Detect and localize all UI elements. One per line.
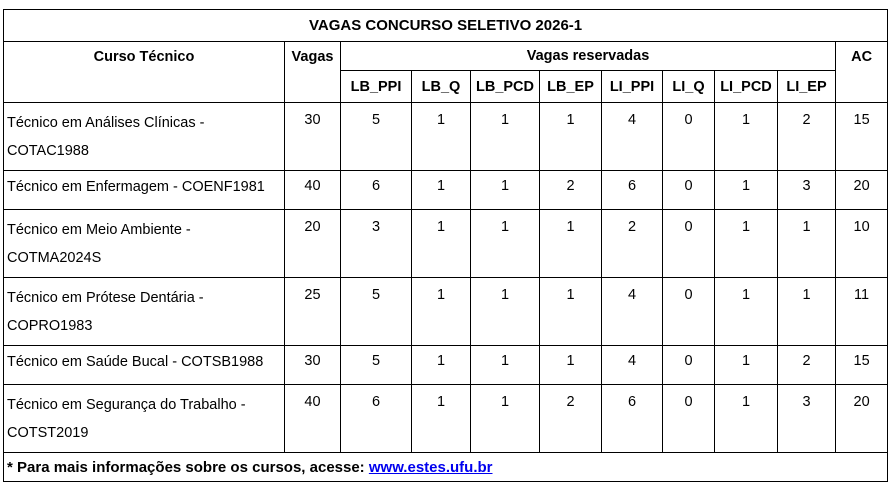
reserva-cell-lb-q: 1 bbox=[411, 384, 471, 453]
subheader-lb-ep: LB_EP bbox=[539, 70, 602, 103]
vagas-table: VAGAS CONCURSO SELETIVO 2026-1 Curso Téc… bbox=[2, 9, 889, 482]
footer-text: * Para mais informações sobre os cursos,… bbox=[7, 458, 369, 476]
reserva-cell-li-ppi: 4 bbox=[601, 345, 663, 385]
reserva-cell-li-q: 0 bbox=[662, 102, 715, 171]
reserva-cell-li-ep: 3 bbox=[777, 384, 836, 453]
reserva-cell-li-pcd: 1 bbox=[714, 384, 778, 453]
reserva-cell-lb-ep: 1 bbox=[539, 102, 602, 171]
reserva-cell-li-pcd: 1 bbox=[714, 277, 778, 346]
reserva-cell-lb-q: 1 bbox=[411, 102, 471, 171]
vagas-cell: 40 bbox=[284, 170, 341, 210]
ac-cell: 15 bbox=[834, 345, 889, 385]
reserva-cell-lb-ppi: 6 bbox=[340, 170, 412, 210]
subheader-lb-q: LB_Q bbox=[411, 70, 471, 103]
reserva-cell-li-ppi: 6 bbox=[601, 170, 663, 210]
reserva-cell-lb-ppi: 5 bbox=[340, 345, 412, 385]
subheader-lb-ppi: LB_PPI bbox=[340, 70, 412, 103]
vagas-cell: 20 bbox=[284, 209, 341, 278]
reserva-cell-li-pcd: 1 bbox=[714, 209, 778, 278]
subheader-li-ppi: LI_PPI bbox=[601, 70, 663, 103]
reserva-cell-lb-ppi: 3 bbox=[340, 209, 412, 278]
ac-cell: 20 bbox=[834, 170, 889, 210]
reserva-cell-lb-ep: 1 bbox=[539, 345, 602, 385]
table-row: Técnico em Enfermagem - COENF1981 40 6 1 1 2 6… bbox=[3, 170, 889, 210]
subheader-lb-pcd: LB_PCD bbox=[470, 70, 540, 103]
reserva-cell-lb-q: 1 bbox=[411, 209, 471, 278]
reserva-cell-li-ep: 1 bbox=[777, 209, 836, 278]
table-row: Técnico em Meio Ambiente - COTMA2024S 20 3… bbox=[3, 209, 889, 278]
reserva-cell-li-ep: 2 bbox=[777, 345, 836, 385]
curso-cell: Técnico em Enfermagem - COENF1981 bbox=[3, 170, 285, 210]
reserva-cell-lb-pcd: 1 bbox=[470, 102, 540, 171]
ac-cell: 20 bbox=[834, 384, 889, 453]
table-row: Técnico em Saúde Bucal - COTSB1988 30 5 1 1 1… bbox=[3, 345, 889, 385]
reserva-cell-li-pcd: 1 bbox=[714, 102, 778, 171]
table-title: VAGAS CONCURSO SELETIVO 2026-1 bbox=[2, 9, 889, 42]
table-row: Técnico em Prótese Dentária - COPRO1983 2… bbox=[3, 277, 889, 346]
curso-cell: Técnico em Segurança do Trabalho - COTST… bbox=[3, 384, 285, 453]
reserva-cell-lb-pcd: 1 bbox=[470, 277, 540, 346]
ac-cell: 15 bbox=[834, 102, 889, 171]
reserva-cell-lb-q: 1 bbox=[411, 345, 471, 385]
reserva-cell-li-pcd: 1 bbox=[714, 170, 778, 210]
reserva-cell-li-ep: 2 bbox=[777, 102, 836, 171]
reserva-cell-lb-q: 1 bbox=[411, 170, 471, 210]
reserva-cell-li-q: 0 bbox=[662, 384, 715, 453]
reserva-cell-li-ppi: 6 bbox=[601, 384, 663, 453]
header-curso: Curso Técnico bbox=[3, 41, 285, 103]
curso-cell: Técnico em Análises Clínicas - COTAC1988 bbox=[3, 102, 285, 171]
subheader-li-ep: LI_EP bbox=[777, 70, 836, 103]
reserva-cell-lb-pcd: 1 bbox=[470, 384, 540, 453]
reserva-cell-li-ppi: 2 bbox=[601, 209, 663, 278]
reserva-cell-lb-ep: 2 bbox=[539, 170, 602, 210]
reserva-cell-li-ep: 1 bbox=[777, 277, 836, 346]
reserva-cell-lb-pcd: 1 bbox=[470, 209, 540, 278]
reserva-cell-li-q: 0 bbox=[662, 170, 715, 210]
reserva-cell-lb-ppi: 5 bbox=[340, 102, 412, 171]
reserva-cell-li-ppi: 4 bbox=[601, 102, 663, 171]
header-vagas: Vagas bbox=[284, 41, 341, 103]
vagas-cell: 40 bbox=[284, 384, 341, 453]
reserva-cell-li-ep: 3 bbox=[777, 170, 836, 210]
reserva-cell-lb-ep: 2 bbox=[539, 384, 602, 453]
curso-cell: Técnico em Saúde Bucal - COTSB1988 bbox=[3, 345, 285, 385]
reserva-cell-lb-pcd: 1 bbox=[470, 345, 540, 385]
ac-cell: 11 bbox=[834, 277, 889, 346]
table-row: Técnico em Segurança do Trabalho - COTST… bbox=[3, 384, 889, 453]
header-ac: AC bbox=[834, 41, 889, 103]
reserva-cell-li-q: 0 bbox=[662, 209, 715, 278]
reserva-cell-lb-ppi: 6 bbox=[340, 384, 412, 453]
vagas-cell: 25 bbox=[284, 277, 341, 346]
reserva-cell-lb-q: 1 bbox=[411, 277, 471, 346]
table-row: Técnico em Análises Clínicas - COTAC1988… bbox=[3, 102, 889, 171]
vagas-cell: 30 bbox=[284, 102, 341, 171]
ac-cell: 10 bbox=[834, 209, 889, 278]
reserva-cell-lb-ep: 1 bbox=[539, 209, 602, 278]
reserva-cell-lb-pcd: 1 bbox=[470, 170, 540, 210]
header-reservadas: Vagas reservadas bbox=[340, 41, 836, 71]
reserva-cell-lb-ppi: 5 bbox=[340, 277, 412, 346]
curso-cell: Técnico em Meio Ambiente - COTMA2024S bbox=[3, 209, 285, 278]
vagas-cell: 30 bbox=[284, 345, 341, 385]
reserva-cell-li-q: 0 bbox=[662, 277, 715, 346]
subheader-li-q: LI_Q bbox=[662, 70, 715, 103]
reserva-cell-lb-ep: 1 bbox=[539, 277, 602, 346]
footer-note: * Para mais informações sobre os cursos,… bbox=[2, 452, 889, 482]
reserva-cell-li-q: 0 bbox=[662, 345, 715, 385]
estes-link[interactable]: www.estes.ufu.br bbox=[368, 458, 493, 476]
reserva-cell-li-pcd: 1 bbox=[714, 345, 778, 385]
curso-cell: Técnico em Prótese Dentária - COPRO1983 bbox=[3, 277, 285, 346]
subheader-li-pcd: LI_PCD bbox=[714, 70, 778, 103]
reserva-cell-li-ppi: 4 bbox=[601, 277, 663, 346]
